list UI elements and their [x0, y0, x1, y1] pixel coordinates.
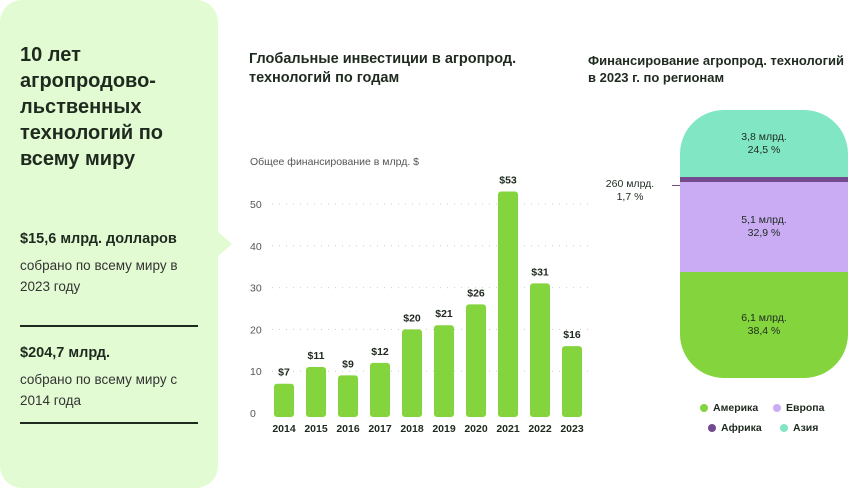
bar-2021	[498, 191, 518, 417]
y-axis-label: Общее финансирование в млрд. $	[250, 156, 419, 168]
bar-value-label: $20	[403, 312, 421, 324]
bar-2018	[402, 329, 422, 417]
africa-percent: 1,7 %	[616, 191, 644, 203]
bar-value-label: $12	[371, 346, 389, 358]
x-tick-label: 2023	[560, 423, 584, 435]
y-tick-label: 40	[250, 241, 262, 253]
stat-value: $204,7 млрд.	[20, 345, 111, 361]
segment-value: 6,1 млрд.	[741, 312, 787, 325]
bar-value-label: $31	[531, 266, 549, 278]
bar-2014	[274, 383, 294, 417]
bar-2019	[434, 325, 454, 417]
legend-label: Европа	[786, 402, 825, 414]
segment-percent: 32,9 %	[747, 227, 781, 240]
bar-chart: 0 10 20 30 40 50 $7 2014 $11 2015 $9 2016 $12 2017 $20…	[250, 174, 590, 435]
panel-title: 10 лет агропродово-льственных технологий…	[20, 44, 164, 170]
bar-2020	[466, 304, 486, 417]
legend-europe: Европа	[773, 402, 824, 414]
x-tick-label: 2022	[528, 423, 552, 435]
legend-dot	[773, 404, 781, 412]
bar-value-label: $9	[342, 358, 354, 370]
segment-percent: 38,4 %	[747, 325, 781, 338]
x-tick-label: 2018	[400, 423, 424, 435]
divider	[20, 422, 198, 424]
bar-value-label: $26	[467, 287, 485, 299]
segment-1	[680, 177, 848, 182]
y-tick-label: 20	[250, 324, 262, 336]
x-tick-label: 2019	[432, 423, 456, 435]
legend-america: Америка	[700, 402, 758, 414]
region-stacked-bar: 3,8 млрд. 24,5 % 5,1 млрд. 32,9 % 6,1 млрд. 3…	[680, 110, 848, 378]
y-tick-label: 0	[250, 408, 256, 420]
bar-value-label: $7	[278, 367, 290, 379]
x-tick-label: 2021	[496, 423, 520, 435]
y-tick-label: 50	[250, 199, 262, 211]
x-tick-label: 2020	[464, 423, 488, 435]
bar-2017	[370, 362, 390, 417]
x-tick-label: 2014	[272, 423, 296, 435]
stat-desc: собрано по всему миру в 2023 году	[20, 258, 178, 294]
africa-value: 260 млрд.	[605, 178, 655, 190]
y-tick-label: 10	[250, 366, 262, 378]
legend-dot	[700, 404, 708, 412]
bar-2016	[338, 375, 358, 417]
stat-desc: собрано по всему миру с 2014 года	[20, 372, 178, 408]
x-tick-label: 2016	[336, 423, 360, 435]
segment-value: 5,1 млрд.	[741, 214, 787, 227]
legend-label: Азия	[793, 422, 819, 434]
y-tick-label: 30	[250, 283, 262, 295]
segment-3: 6,1 млрд. 38,4 %	[680, 272, 848, 378]
legend-dot	[708, 424, 716, 432]
stat-2023: $15,6 млрд. долларов собрано по всему ми…	[20, 230, 198, 297]
divider	[20, 325, 198, 327]
summary-panel	[0, 0, 218, 488]
bar-2023	[562, 346, 582, 417]
bar-value-label: $16	[563, 329, 581, 341]
region-chart-title: Финансирование агропрод. технологий в 20…	[588, 53, 844, 85]
stat-total: $204,7 млрд. собрано по всему миру с 201…	[20, 344, 198, 411]
segment-value: 3,8 млрд.	[741, 130, 787, 143]
panel-pointer	[216, 230, 232, 258]
x-tick-label: 2015	[304, 423, 328, 435]
stat-value: $15,6 млрд. долларов	[20, 231, 177, 247]
legend-dot	[780, 424, 788, 432]
africa-label: 260 млрд. 1,7 %	[590, 178, 670, 204]
legend-label: Африка	[721, 422, 762, 434]
bar-value-label: $11	[308, 350, 325, 362]
africa-leader-line	[672, 185, 680, 186]
bar-2015	[306, 367, 326, 417]
bar-chart-title: Глобальные инвестиции в агропрод. технол…	[249, 51, 517, 86]
segment-0: 3,8 млрд. 24,5 %	[680, 110, 848, 178]
legend-asia: Азия	[780, 422, 818, 434]
segment-percent: 24,5 %	[747, 143, 781, 156]
segment-2: 5,1 млрд. 32,9 %	[680, 182, 848, 273]
legend-label: Америка	[713, 402, 759, 414]
legend-africa: Африка	[708, 422, 762, 434]
bar-value-label: $53	[499, 174, 517, 186]
bar-value-label: $21	[435, 308, 453, 320]
bar-2022	[530, 283, 550, 417]
x-tick-label: 2017	[368, 423, 392, 435]
